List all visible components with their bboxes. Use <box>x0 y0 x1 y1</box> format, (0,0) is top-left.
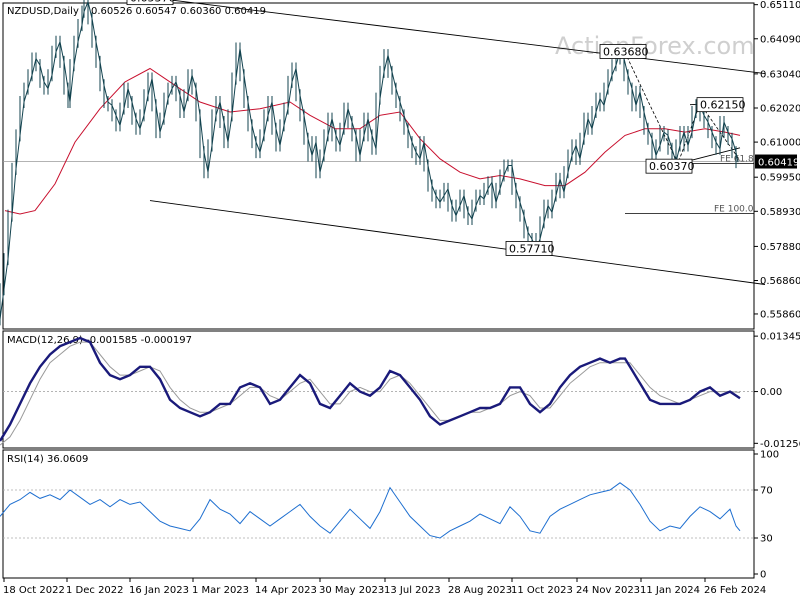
price-tick-label: 0.55860 <box>760 309 800 320</box>
macd-panel-frame <box>2 330 755 449</box>
annotation-box <box>645 158 693 174</box>
x-tick-label: 18 Oct 2022 <box>3 585 65 596</box>
channel-upper-line <box>167 0 766 74</box>
watermark: ActionForex.com <box>555 32 755 60</box>
rsi-tick-label: 30 <box>760 534 773 545</box>
rsi-plot: 100 70 30 0 <box>0 450 779 581</box>
price-tick-label: 0.56860 <box>760 276 800 287</box>
price-tick-label: 0.61000 <box>760 138 800 149</box>
macd-tick-label: 0.013454 <box>760 332 800 343</box>
annotation-box <box>696 97 744 113</box>
annotation-label: 0.60370 <box>649 160 695 173</box>
price-series-line <box>0 0 739 320</box>
price-annotation: 0.63680 <box>599 44 649 59</box>
price-annotation: 0.60370 <box>645 158 695 174</box>
price-tick-label: 0.63040 <box>760 69 800 80</box>
x-tick-label: 1 Dec 2022 <box>66 585 124 596</box>
rsi-panel-frame <box>2 449 755 579</box>
current-price-label: 0.60419 <box>758 158 799 169</box>
price-annotation: 0.65370 <box>126 0 176 6</box>
rsi-tick-label: 0 <box>760 570 766 581</box>
annotation-label: 0.63680 <box>603 45 649 58</box>
price-tick-label: 0.64090 <box>760 34 800 45</box>
rsi-tick-label: 70 <box>760 486 773 497</box>
x-axis: 18 Oct 2022 1 Dec 2022 16 Jan 2023 1 Mar 20… <box>3 578 766 596</box>
rsi-title: RSI(14) 36.0609 <box>7 454 88 465</box>
x-tick-label: 30 May 2023 <box>319 585 384 596</box>
price-tick-label: 0.65110 <box>760 0 800 11</box>
ohlc-header: 0.60526 0.60547 0.60360 0.60419 <box>91 6 266 17</box>
price-annotation: 0.62150 <box>696 97 746 113</box>
x-tick-label: 16 Jan 2023 <box>129 585 189 596</box>
macd-line <box>0 336 741 442</box>
symbol-label: NZDUSD,Daily <box>7 6 79 17</box>
current-price-box <box>755 154 797 169</box>
x-tick-label: 28 Aug 2023 <box>448 585 512 596</box>
macd-plot: 0.013454 0.00 -0.012565 <box>0 332 800 450</box>
x-tick-label: 24 Nov 2023 <box>576 585 640 596</box>
x-tick-label: 11 Jan 2024 <box>640 585 700 596</box>
annotation-box <box>505 241 553 256</box>
price-tick-label: 0.59950 <box>760 173 800 184</box>
x-tick-label: 1 Mar 2023 <box>192 585 249 596</box>
price-panel-frame <box>2 2 755 330</box>
annotation-label: 0.62150 <box>700 99 746 112</box>
x-tick-label: 11 Oct 2023 <box>511 585 573 596</box>
macd-tick-label: 0.00 <box>760 387 782 398</box>
fe-level-label: FE 100.0 <box>714 205 754 215</box>
macd-signal-line <box>0 341 741 446</box>
macd-tick-label: -0.012565 <box>760 439 800 450</box>
rsi-line <box>0 482 741 539</box>
annotation-label: 0.57710 <box>509 242 555 255</box>
annotation-box <box>599 44 647 59</box>
channel-lower-line <box>149 200 766 285</box>
price-tick-label: 0.58930 <box>760 207 800 218</box>
annotation-label: 0.65370 <box>130 0 176 5</box>
macd-title: MACD(12,26,9) -0.001585 -0.000197 <box>7 335 192 346</box>
price-tick-label: 0.57880 <box>760 242 800 253</box>
price-axis: 0.65110 0.64090 0.63040 0.62020 0.61000 0.599… <box>754 0 800 320</box>
x-tick-label: 26 Feb 2024 <box>704 585 766 596</box>
price-tick-label: 0.62020 <box>760 103 800 114</box>
annotation-box <box>126 0 174 6</box>
x-tick-label: 14 Apr 2023 <box>255 585 317 596</box>
price-annotation: 0.57710 <box>505 241 555 256</box>
x-tick-label: 13 Jul 2023 <box>384 585 441 596</box>
rsi-tick-label: 100 <box>760 450 779 461</box>
